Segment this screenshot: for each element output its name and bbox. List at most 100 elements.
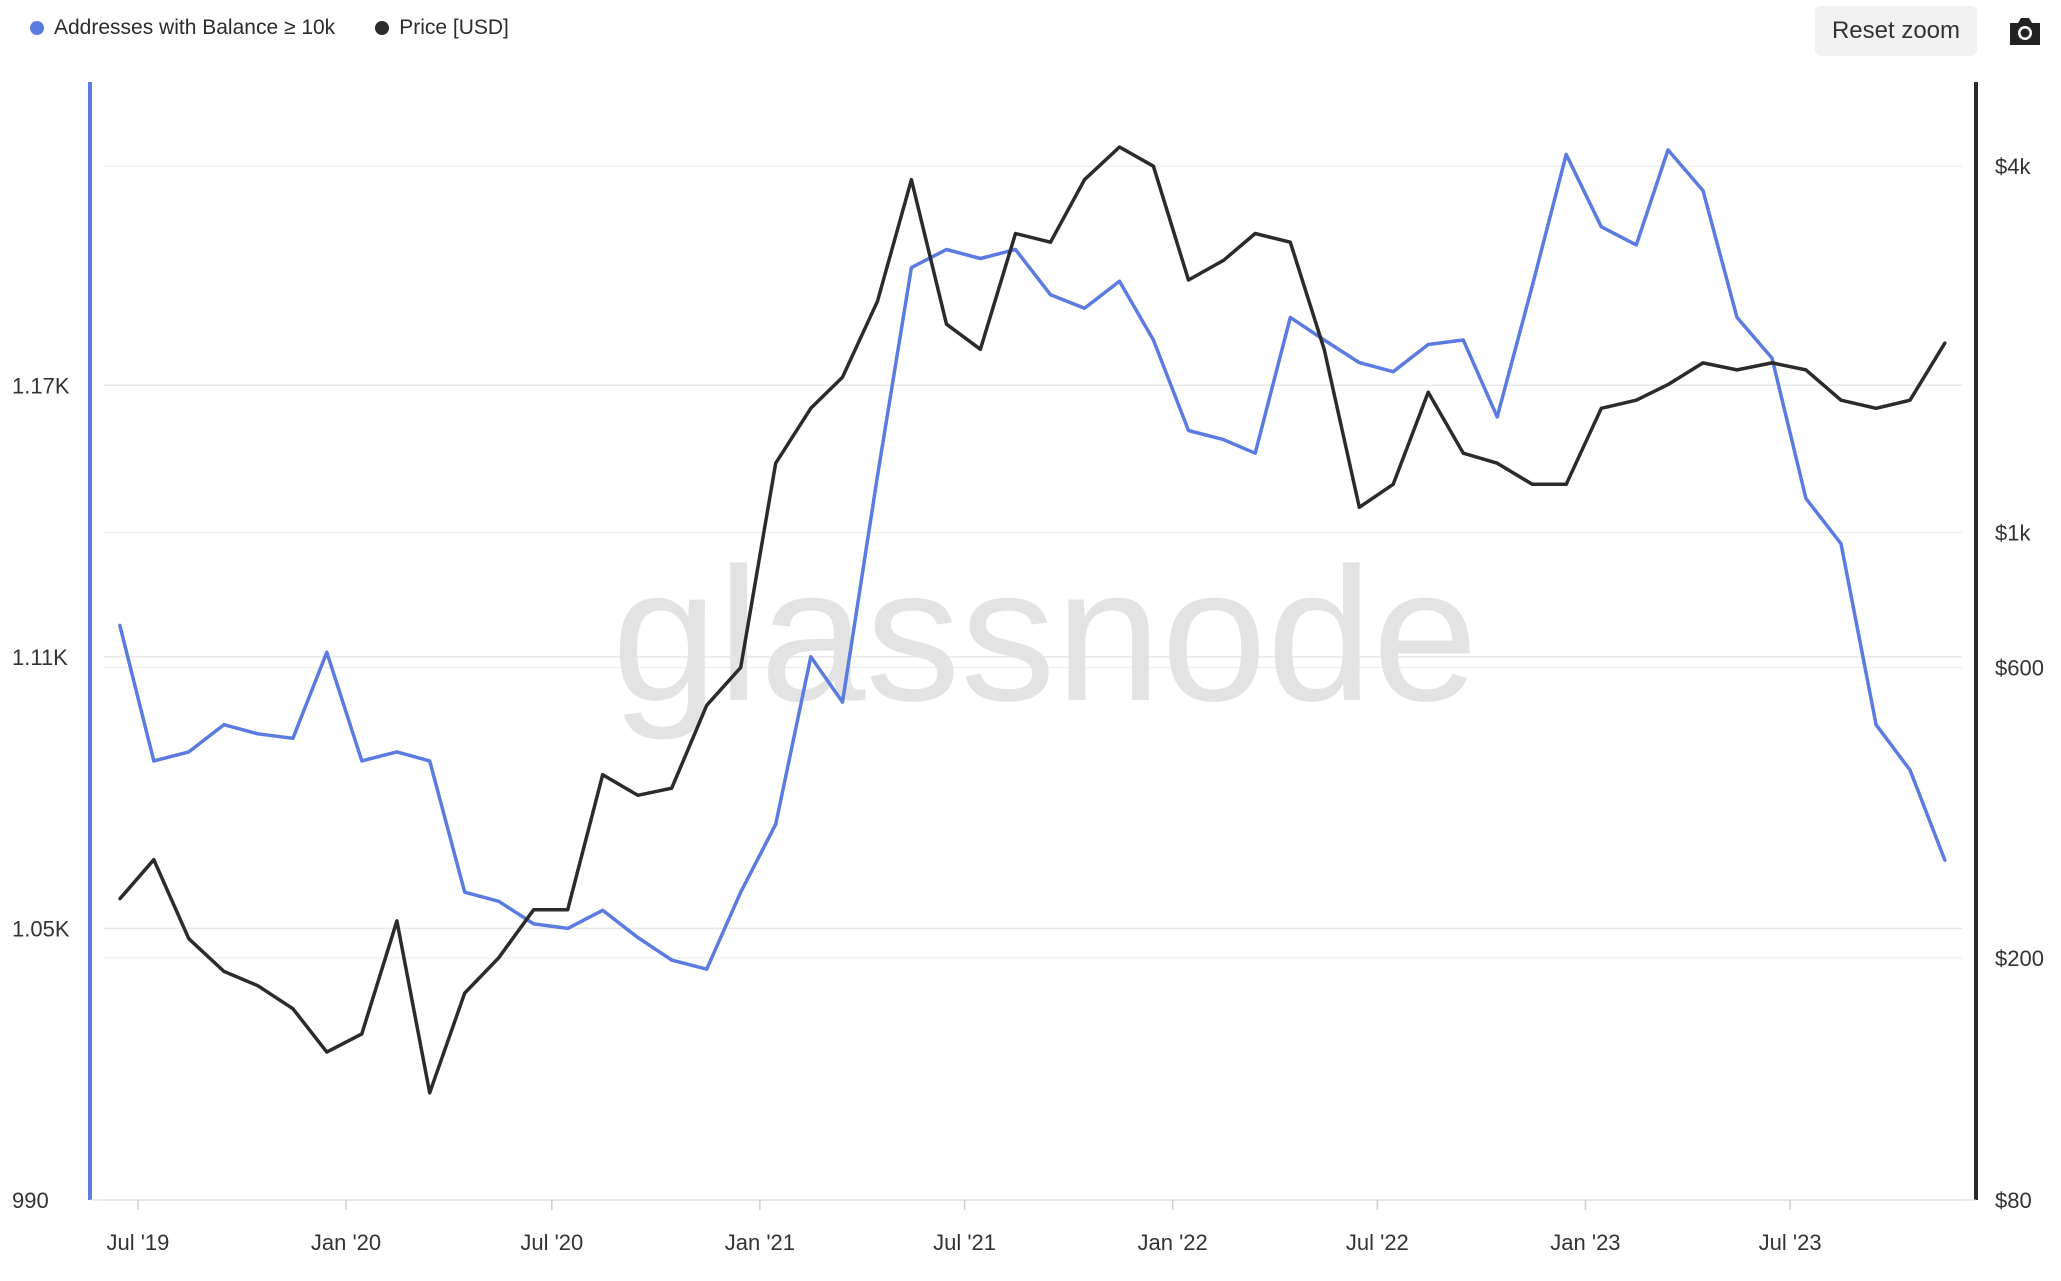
y-left-tick-label: 1.11K	[12, 645, 68, 670]
addresses-point	[395, 750, 399, 754]
y-left-tick-label: 990	[12, 1188, 49, 1213]
addresses-point	[1013, 247, 1017, 251]
addresses-point	[1322, 338, 1326, 342]
addresses-point	[1288, 315, 1292, 319]
addresses-point	[670, 958, 674, 962]
addresses-point	[1530, 284, 1534, 288]
price-point	[840, 375, 844, 379]
addresses-point	[1222, 438, 1226, 442]
legend-item-price[interactable]: Price [USD]	[375, 16, 509, 40]
addresses-point	[463, 890, 467, 894]
price-point	[1735, 368, 1739, 372]
y-left-tick-label: 1.17K	[12, 373, 70, 398]
price-point	[1013, 232, 1017, 236]
addresses-point	[256, 732, 260, 736]
reset-zoom-button[interactable]: Reset zoom	[1815, 6, 1977, 56]
addresses-point	[1599, 225, 1603, 229]
addresses-point	[1564, 152, 1568, 156]
price-point	[497, 956, 501, 960]
camera-icon[interactable]	[2007, 14, 2043, 48]
addresses-point	[1804, 496, 1808, 500]
x-tick-label: Jul '23	[1759, 1230, 1822, 1255]
addresses-point	[1701, 189, 1705, 193]
price-point	[1701, 361, 1705, 365]
legend-item-addresses[interactable]: Addresses with Balance ≥ 10k	[30, 16, 335, 40]
price-point	[636, 793, 640, 797]
addresses-point	[222, 723, 226, 727]
x-tick-label: Jul '21	[933, 1230, 996, 1255]
addresses-point	[978, 257, 982, 261]
price-point	[1461, 451, 1465, 455]
price-point	[428, 1091, 432, 1095]
y-left-tick-label: 1.05K	[12, 916, 70, 941]
addresses-point	[1943, 859, 1947, 863]
price-point	[1391, 482, 1395, 486]
addresses-point	[325, 650, 329, 654]
price-point	[1118, 145, 1122, 149]
price-point	[1666, 383, 1670, 387]
addresses-point	[1839, 542, 1843, 546]
price-point	[222, 969, 226, 973]
watermark-text: glassnode	[612, 529, 1478, 741]
addresses-point	[1461, 338, 1465, 342]
price-point	[1495, 461, 1499, 465]
price-point	[978, 347, 982, 351]
price-point	[1322, 347, 1326, 351]
addresses-series-line	[118, 148, 1947, 971]
y-right-tick-label: $4k	[1995, 154, 2031, 179]
y-right-tick-label: $1k	[1995, 521, 2031, 546]
price-point	[187, 937, 191, 941]
y-right-tick-label: $200	[1995, 946, 2044, 971]
price-point	[1151, 164, 1155, 168]
price-point	[1357, 505, 1361, 509]
price-point	[774, 461, 778, 465]
addresses-point	[566, 926, 570, 930]
price-point	[1222, 258, 1226, 262]
price-point	[1253, 232, 1257, 236]
legend-dot-addresses	[30, 21, 44, 35]
price-point	[360, 1032, 364, 1036]
y-right-tick-label: $600	[1995, 656, 2044, 681]
addresses-point	[291, 736, 295, 740]
price-point	[670, 786, 674, 790]
price-point	[944, 322, 948, 326]
price-point	[601, 773, 605, 777]
legend-dot-price	[375, 21, 390, 35]
price-point	[739, 666, 743, 670]
x-tick-label: Jan '21	[725, 1230, 795, 1255]
addresses-point	[152, 759, 156, 763]
price-point	[291, 1007, 295, 1011]
addresses-point	[1391, 370, 1395, 374]
x-tick-label: Jul '20	[520, 1230, 583, 1255]
addresses-point	[809, 655, 813, 659]
addresses-point	[118, 623, 122, 627]
price-point	[1804, 368, 1808, 372]
price-point	[1599, 406, 1603, 410]
price-point	[256, 984, 260, 988]
price-point	[463, 991, 467, 995]
price-point	[1634, 398, 1638, 402]
addresses-point	[532, 922, 536, 926]
x-tick-label: Jul '19	[106, 1230, 169, 1255]
y-right-tick-label: $80	[1995, 1188, 2032, 1213]
price-point	[1288, 240, 1292, 244]
addresses-point	[636, 935, 640, 939]
addresses-point	[187, 750, 191, 754]
addresses-point	[876, 474, 880, 478]
x-tick-label: Jan '23	[1550, 1230, 1620, 1255]
addresses-point	[1874, 723, 1878, 727]
price-point	[1049, 240, 1053, 244]
price-point	[1839, 398, 1843, 402]
addresses-point	[1735, 315, 1739, 319]
legend: Addresses with Balance ≥ 10k Price [USD]	[30, 16, 509, 40]
addresses-point	[497, 899, 501, 903]
x-axis-labels: Jul '19 Jan '20 Jul '20 Jan '21 Jul '21 Jan '…	[106, 1200, 1822, 1255]
x-tick-label: Jul '22	[1346, 1230, 1409, 1255]
price-point	[909, 178, 913, 182]
price-point	[395, 919, 399, 923]
price-point	[809, 406, 813, 410]
addresses-point	[360, 759, 364, 763]
price-point	[152, 858, 156, 862]
price-point	[118, 897, 122, 901]
